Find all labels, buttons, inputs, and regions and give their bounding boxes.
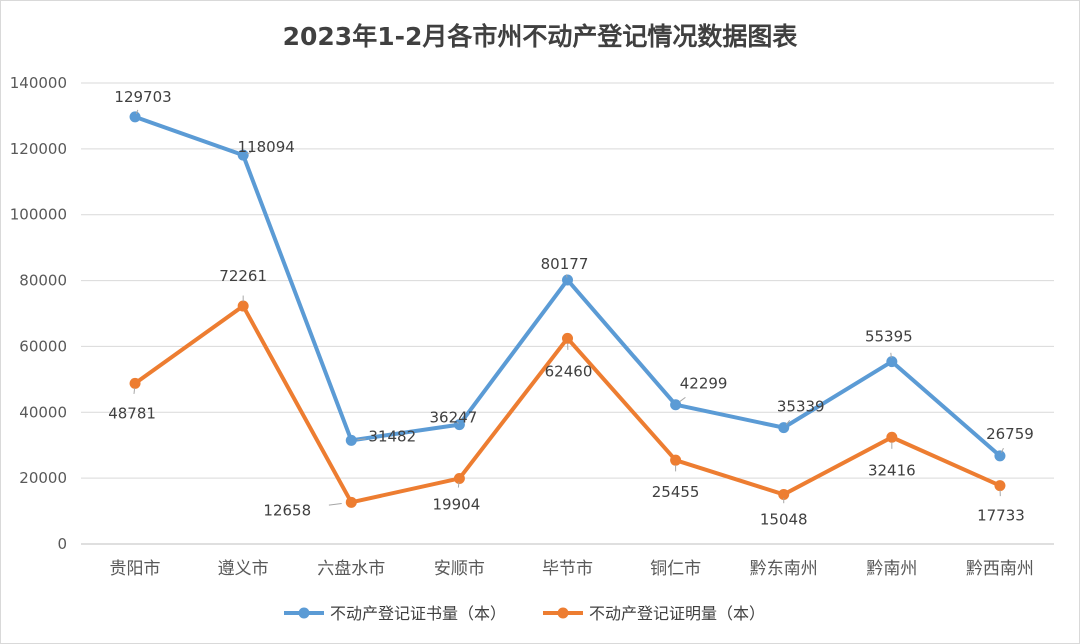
data-point xyxy=(453,472,465,484)
y-tick-label: 140000 xyxy=(10,74,67,92)
leader-line xyxy=(679,396,686,402)
legend-label: 不动产登记证书量（本） xyxy=(330,604,506,623)
leader-line xyxy=(785,419,791,425)
data-point xyxy=(778,422,790,434)
y-tick-label: 20000 xyxy=(19,469,67,487)
x-tick-label: 黔南州 xyxy=(866,559,917,579)
data-label: 12658 xyxy=(263,501,311,519)
data-label: 36247 xyxy=(430,409,478,427)
data-point xyxy=(345,434,357,446)
data-point xyxy=(994,450,1006,462)
leader-line xyxy=(135,109,139,115)
legend-swatch-marker xyxy=(298,607,310,619)
y-tick-label: 60000 xyxy=(19,337,67,355)
y-tick-label: 40000 xyxy=(19,403,67,421)
data-label: 26759 xyxy=(986,425,1034,443)
data-label: 118094 xyxy=(238,138,295,156)
data-label: 62460 xyxy=(545,362,593,380)
data-point xyxy=(237,149,249,161)
leader-line xyxy=(328,503,342,506)
x-tick-label: 黔东南州 xyxy=(750,559,818,579)
data-label: 32416 xyxy=(868,461,916,479)
y-tick-label: 120000 xyxy=(10,140,67,158)
data-label: 31482 xyxy=(368,427,416,445)
data-label: 55395 xyxy=(865,328,913,346)
leader-line xyxy=(246,151,252,155)
data-label: 48781 xyxy=(108,404,156,422)
x-tick-label: 贵阳市 xyxy=(110,559,161,579)
data-label: 72261 xyxy=(219,267,267,285)
data-point xyxy=(670,454,682,466)
x-tick-label: 六盘水市 xyxy=(317,559,385,579)
leader-line xyxy=(565,274,568,278)
data-point xyxy=(237,300,249,312)
data-label: 129703 xyxy=(114,88,171,106)
legend-swatch-marker xyxy=(557,607,569,619)
data-label: 42299 xyxy=(680,375,728,393)
data-point xyxy=(129,377,141,389)
leader-line xyxy=(457,482,460,488)
y-tick-label: 80000 xyxy=(19,272,67,290)
x-tick-label: 铜仁市 xyxy=(650,559,701,579)
chart-title: 2023年1-2月各市州不动产登记情况数据图表 xyxy=(282,22,798,51)
data-point xyxy=(778,488,790,500)
data-point xyxy=(670,399,682,411)
x-tick-label: 安顺市 xyxy=(434,559,485,579)
leader-line xyxy=(133,387,136,394)
data-point xyxy=(453,419,465,431)
data-point xyxy=(562,274,573,286)
data-point xyxy=(562,332,573,344)
leader-line xyxy=(1000,447,1004,453)
data-point xyxy=(129,111,141,123)
y-tick-label: 100000 xyxy=(10,206,67,224)
leader-line xyxy=(456,421,459,424)
data-point xyxy=(345,496,357,508)
x-tick-label: 遵义市 xyxy=(218,559,269,579)
data-label: 25455 xyxy=(652,483,700,501)
data-label: 80177 xyxy=(541,255,589,273)
data-point xyxy=(994,480,1006,492)
series-line xyxy=(133,114,1002,458)
leader-line xyxy=(357,438,366,441)
x-tick-label: 黔西南州 xyxy=(966,559,1034,579)
data-label: 17733 xyxy=(977,507,1025,525)
data-label: 19904 xyxy=(433,495,481,513)
legend-label: 不动产登记证明量（本） xyxy=(589,604,765,623)
y-tick-label: 0 xyxy=(57,535,67,553)
x-tick-label: 毕节市 xyxy=(542,559,593,579)
data-point xyxy=(886,431,898,443)
data-label: 35339 xyxy=(777,398,825,416)
data-label: 15048 xyxy=(760,510,808,528)
leader-line xyxy=(890,352,892,358)
data-point xyxy=(886,356,898,368)
